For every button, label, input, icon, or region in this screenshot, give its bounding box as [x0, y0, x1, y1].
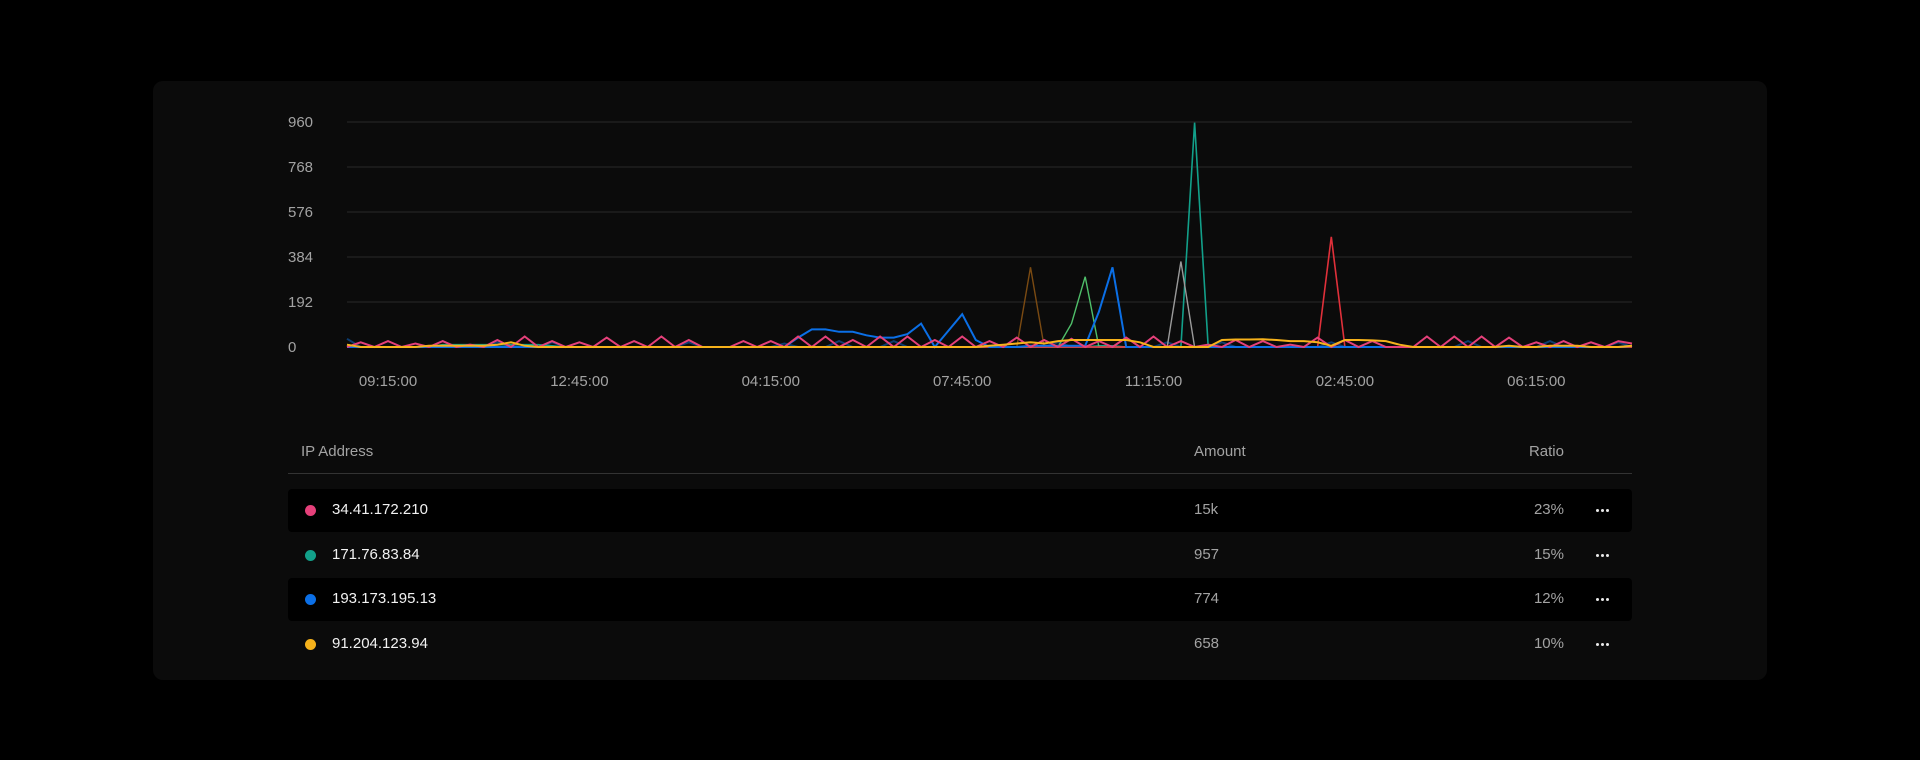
- table-row[interactable]: 171.76.83.84 957 15%: [288, 534, 1632, 577]
- amount: 658: [1194, 635, 1220, 652]
- y-tick-label: 960: [288, 114, 313, 131]
- series-line-5: [347, 236, 1632, 348]
- y-tick-label: 576: [288, 204, 313, 221]
- y-tick-label: 192: [288, 294, 313, 311]
- table-header: IP Address Amount Ratio: [288, 436, 1632, 474]
- y-tick-label: 768: [288, 159, 313, 176]
- series-line-3: [347, 276, 1632, 348]
- series-line-7: [346, 335, 1633, 349]
- series-color-dot: [305, 594, 316, 605]
- amount: 957: [1194, 546, 1220, 563]
- table-row[interactable]: 193.173.195.13 774 12%: [288, 578, 1632, 621]
- ratio: 12%: [1533, 590, 1564, 607]
- x-tick-label: 06:15:00: [1507, 373, 1565, 390]
- table-row[interactable]: 34.41.172.210 15k 23%: [288, 489, 1632, 532]
- amount: 774: [1194, 590, 1220, 607]
- ratio: 23%: [1533, 501, 1564, 518]
- x-tick-label: 09:15:00: [359, 373, 417, 390]
- ip-address: 171.76.83.84: [332, 546, 420, 563]
- more-horizontal-icon[interactable]: [1590, 588, 1614, 610]
- header-ip-address: IP Address: [301, 443, 374, 460]
- ip-address: 91.204.123.94: [332, 635, 428, 652]
- x-tick-label: 07:45:00: [933, 373, 991, 390]
- series-color-dot: [305, 639, 316, 650]
- series-color-dot: [305, 505, 316, 516]
- ratio: 10%: [1533, 635, 1564, 652]
- line-chart: 960 768 576 384 192 0 09:15:00 12:45:00 04:15:0…: [288, 114, 1633, 390]
- series-color-dot: [305, 550, 316, 561]
- x-tick-label: 11:15:00: [1125, 373, 1182, 390]
- ratio: 15%: [1533, 546, 1564, 563]
- table-row[interactable]: 91.204.123.94 658 10%: [288, 623, 1632, 666]
- header-amount: Amount: [1194, 443, 1246, 460]
- x-tick-label: 12:45:00: [550, 373, 608, 390]
- series-line-1: [346, 122, 1632, 348]
- series-line-2: [347, 267, 1632, 348]
- ip-address: 34.41.172.210: [332, 501, 428, 518]
- series-line-8: [346, 338, 1633, 348]
- series-line-4: [347, 261, 1632, 348]
- more-horizontal-icon[interactable]: [1590, 544, 1614, 566]
- x-tick-label: 02:45:00: [1316, 373, 1374, 390]
- amount: 15k: [1194, 501, 1219, 518]
- more-horizontal-icon[interactable]: [1590, 499, 1614, 521]
- header-ratio: Ratio: [1528, 443, 1564, 460]
- ip-address: 193.173.195.13: [332, 590, 437, 607]
- series-line-6: [347, 267, 1633, 349]
- y-tick-label: 384: [288, 249, 313, 266]
- x-tick-label: 04:15:00: [742, 373, 800, 390]
- y-tick-label: 0: [288, 339, 296, 356]
- more-horizontal-icon[interactable]: [1590, 633, 1614, 655]
